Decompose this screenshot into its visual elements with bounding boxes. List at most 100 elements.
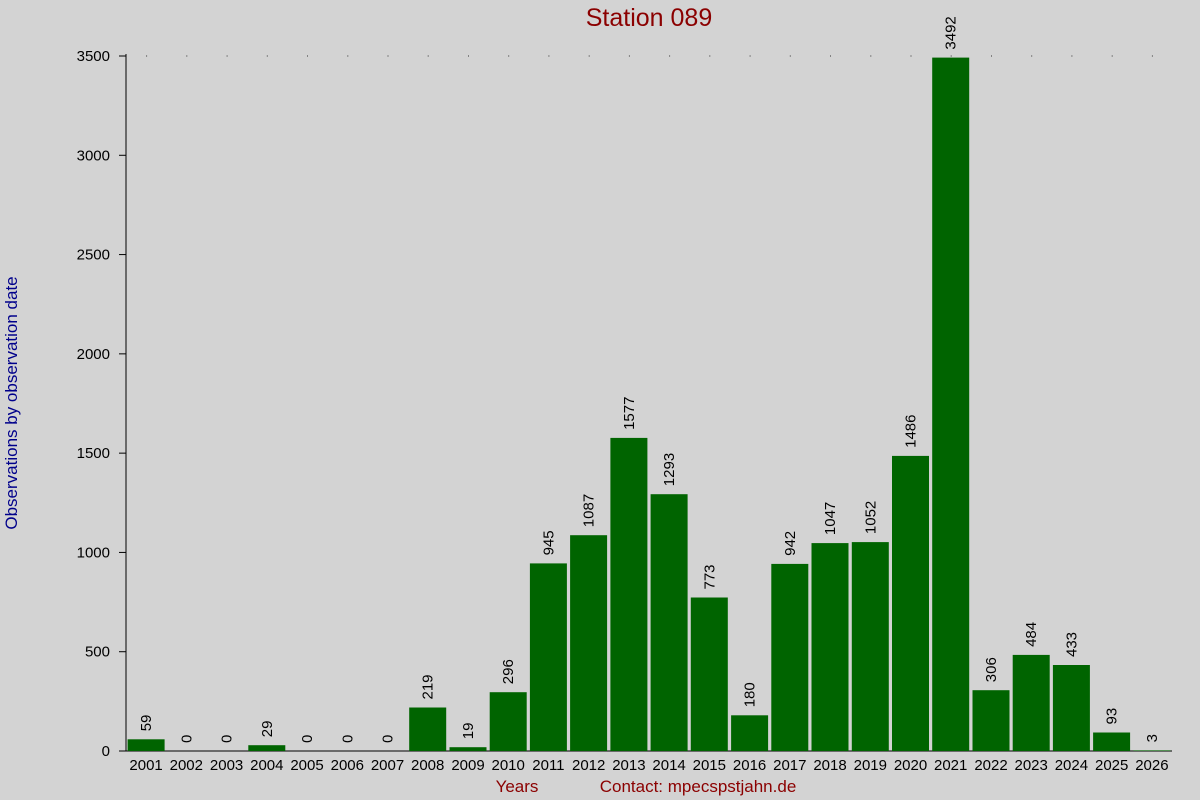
grid-dot bbox=[588, 55, 590, 57]
x-tick-label: 2008 bbox=[411, 757, 444, 774]
value-label: 59 bbox=[138, 715, 155, 732]
bar-2017 bbox=[771, 563, 809, 751]
value-label: 0 bbox=[299, 735, 316, 743]
value-label: 433 bbox=[1063, 632, 1080, 657]
value-label: 306 bbox=[983, 657, 1000, 682]
grid-dot bbox=[1031, 55, 1033, 57]
grid-dot bbox=[266, 55, 268, 57]
bar-2019 bbox=[851, 542, 889, 751]
y-tick-label: 2500 bbox=[77, 247, 110, 264]
y-tick-label: 2000 bbox=[77, 346, 110, 363]
grid-dot bbox=[307, 55, 308, 57]
bar-2026 bbox=[1133, 750, 1171, 751]
grid-dot bbox=[1151, 55, 1153, 57]
bar-2018 bbox=[811, 543, 849, 751]
x-tick-label: 2024 bbox=[1055, 757, 1088, 774]
value-label: 3 bbox=[1144, 734, 1161, 742]
y-tick-label: 500 bbox=[85, 644, 110, 661]
value-label: 0 bbox=[178, 735, 195, 743]
contact-note: Contact: mpecspstjahn.de bbox=[600, 777, 797, 796]
value-label: 1486 bbox=[903, 415, 920, 448]
x-tick-label: 2020 bbox=[894, 757, 927, 774]
value-label: 93 bbox=[1104, 708, 1121, 725]
grid-dot bbox=[950, 55, 952, 57]
value-label: 19 bbox=[460, 723, 477, 740]
grid-dot bbox=[347, 55, 349, 57]
bar-2008 bbox=[409, 707, 447, 751]
x-tick-label: 2026 bbox=[1135, 757, 1168, 774]
bar-2020 bbox=[892, 455, 929, 751]
bar-2012 bbox=[570, 535, 608, 751]
bar-2023 bbox=[1012, 654, 1050, 751]
grid-dot bbox=[628, 55, 630, 57]
value-label: 1047 bbox=[822, 502, 839, 535]
value-label: 1087 bbox=[581, 494, 598, 527]
x-tick-label: 2007 bbox=[371, 757, 404, 774]
x-tick-label: 2019 bbox=[854, 757, 887, 774]
value-label: 773 bbox=[701, 564, 718, 589]
grid-dot bbox=[749, 55, 751, 57]
x-tick-label: 2017 bbox=[773, 757, 806, 774]
grid-dot bbox=[991, 55, 992, 57]
grid-dot bbox=[910, 55, 912, 57]
x-tick-label: 2013 bbox=[612, 757, 645, 774]
grid-dot bbox=[830, 55, 831, 57]
value-labels-group: 59 0 0 29 0 0 0 219 19 296 945 1087 1577 1293 773 180 94… bbox=[138, 16, 1161, 743]
x-tick-label: 2003 bbox=[210, 757, 243, 774]
x-tick-label: 2006 bbox=[331, 757, 364, 774]
value-label: 0 bbox=[219, 735, 236, 743]
bar-2004 bbox=[248, 745, 286, 751]
bar-2010 bbox=[489, 692, 527, 751]
bar-2013 bbox=[610, 437, 648, 751]
bar-2014 bbox=[650, 494, 688, 751]
bar-2016 bbox=[731, 715, 769, 751]
y-tick-label: 3000 bbox=[77, 147, 110, 164]
bar-2025 bbox=[1093, 732, 1131, 751]
x-tick-label: 2015 bbox=[693, 757, 726, 774]
value-label: 0 bbox=[339, 735, 356, 743]
y-tick-label: 3500 bbox=[77, 48, 110, 65]
value-label: 3492 bbox=[943, 16, 960, 49]
bar-2011 bbox=[529, 563, 567, 751]
x-tick-label: 2021 bbox=[934, 757, 967, 774]
bar-2022 bbox=[972, 690, 1010, 751]
bars-group bbox=[127, 57, 1171, 752]
chart-title: Station 089 bbox=[586, 4, 713, 32]
bar-2001 bbox=[127, 739, 165, 751]
value-label: 0 bbox=[380, 735, 397, 743]
value-label: 29 bbox=[259, 721, 276, 738]
grid-dot bbox=[709, 55, 711, 57]
grid-dot bbox=[387, 55, 389, 57]
grid-dot bbox=[870, 55, 872, 57]
bar-2009 bbox=[449, 747, 487, 751]
grid-dot bbox=[226, 55, 228, 57]
grid-dot bbox=[548, 55, 550, 57]
x-axis-label: Years bbox=[496, 777, 539, 796]
x-tick-label: 2010 bbox=[492, 757, 525, 774]
grid-dot bbox=[789, 55, 791, 57]
value-label: 942 bbox=[782, 531, 799, 556]
value-label: 296 bbox=[500, 659, 517, 684]
x-tick-labels-group: 2001 2002 2003 2004 2005 2006 2007 2008 2009 2010… bbox=[129, 757, 1168, 774]
x-tick-label: 2025 bbox=[1095, 757, 1128, 774]
y-tick-label: 0 bbox=[102, 743, 110, 760]
bar-2015 bbox=[690, 597, 728, 751]
bar-2021 bbox=[932, 57, 970, 752]
x-tick-label: 2002 bbox=[170, 757, 203, 774]
value-label: 219 bbox=[420, 674, 437, 699]
grid-dot bbox=[186, 55, 188, 57]
y-axis-label: Observations by observation date bbox=[2, 276, 21, 529]
grid-dot bbox=[427, 55, 429, 57]
value-label: 1293 bbox=[661, 453, 678, 486]
grid-dot bbox=[468, 55, 469, 57]
value-label: 1577 bbox=[621, 397, 638, 430]
x-tick-label: 2012 bbox=[572, 757, 605, 774]
value-label: 180 bbox=[742, 682, 759, 707]
y-tick-label: 1500 bbox=[77, 445, 110, 462]
x-tick-label: 2005 bbox=[290, 757, 323, 774]
grid-dot bbox=[1111, 55, 1113, 57]
x-tick-label: 2014 bbox=[652, 757, 685, 774]
